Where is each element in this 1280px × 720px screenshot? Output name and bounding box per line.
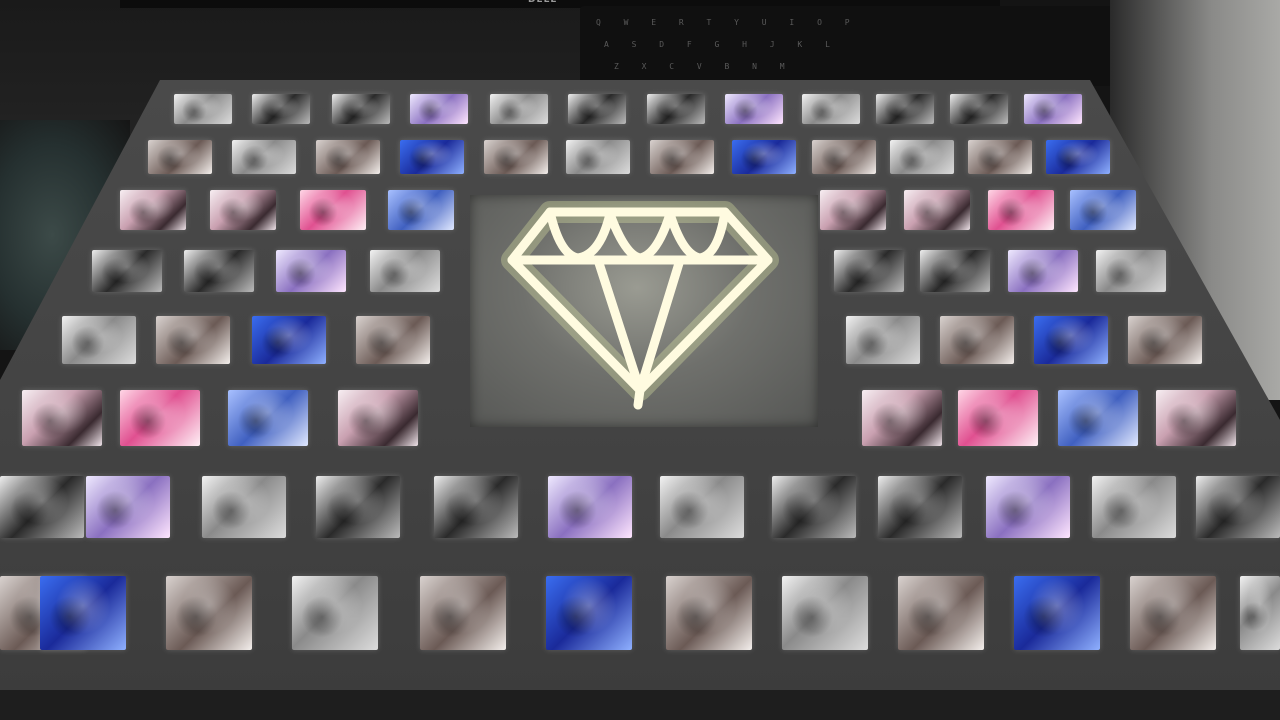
- photo-tile: [958, 390, 1038, 446]
- photo-tile: [228, 390, 308, 446]
- photo-tile: [988, 190, 1054, 230]
- photo-tile: [1096, 250, 1166, 292]
- photo-tile: [904, 190, 970, 230]
- photo-tile: [276, 250, 346, 292]
- photo-tile: [120, 190, 186, 230]
- photo-tile: [1046, 140, 1110, 174]
- photo-tile: [232, 140, 296, 174]
- keyboard: Q W E R T Y U I O P A S D F G H J K L Z …: [580, 6, 1120, 86]
- photo-tile: [1014, 576, 1100, 650]
- photo-tile: [568, 94, 626, 124]
- photo-tile: [338, 390, 418, 446]
- photo-tile: [772, 476, 856, 538]
- photo-tile: [725, 94, 783, 124]
- photo-tile: [92, 250, 162, 292]
- photo-tile: [22, 390, 102, 446]
- photo-tile: [356, 316, 430, 364]
- photo-tile: [410, 94, 468, 124]
- photo-tile: [252, 316, 326, 364]
- photo-tile: [184, 250, 254, 292]
- photo-tile: [148, 140, 212, 174]
- monitor-logo: DELL: [528, 0, 558, 5]
- photo-tile: [1156, 390, 1236, 446]
- photo-tile: [782, 576, 868, 650]
- photo-tile: [202, 476, 286, 538]
- photo-tile: [732, 140, 796, 174]
- photo-tile: [316, 140, 380, 174]
- photo-tile: [940, 316, 1014, 364]
- photo-tile: [420, 576, 506, 650]
- photo-tile: [62, 316, 136, 364]
- photo-tile: [0, 476, 84, 538]
- photo-tile: [890, 140, 954, 174]
- photo-tile: [950, 94, 1008, 124]
- photo-tile: [647, 94, 705, 124]
- photo-tile: [1058, 390, 1138, 446]
- photo-tile: [1034, 316, 1108, 364]
- photo-tile: [846, 316, 920, 364]
- photo-tile: [820, 190, 886, 230]
- photo-tile: [878, 476, 962, 538]
- photo-tile: [898, 576, 984, 650]
- photo-tile: [1128, 316, 1202, 364]
- photo-tile: [666, 576, 752, 650]
- photo-tile: [252, 94, 310, 124]
- photo-tile: [316, 476, 400, 538]
- photo-tile: [1240, 576, 1280, 650]
- board-edge: [0, 690, 1280, 720]
- photo-tile: [876, 94, 934, 124]
- photo-tile: [548, 476, 632, 538]
- photo-tile: [434, 476, 518, 538]
- photo-tile: [86, 476, 170, 538]
- photo-tile: [1130, 576, 1216, 650]
- photo-tile: [174, 94, 232, 124]
- photo-tile: [660, 476, 744, 538]
- photo-tile: [566, 140, 630, 174]
- photo-tile: [986, 476, 1070, 538]
- photo-tile: [210, 190, 276, 230]
- photo-tile: [834, 250, 904, 292]
- photo-tile: [332, 94, 390, 124]
- photo-tile: [292, 576, 378, 650]
- photo-tile: [812, 140, 876, 174]
- photo-tile: [484, 140, 548, 174]
- photo-tile: [1024, 94, 1082, 124]
- photo-tile: [120, 390, 200, 446]
- photo-tile: [1008, 250, 1078, 292]
- photo-tile: [862, 390, 942, 446]
- keyboard-row: A S D F G H J K L: [604, 40, 839, 49]
- photo-tile: [1196, 476, 1280, 538]
- keyboard-row: Z X C V B N M: [614, 62, 794, 71]
- photo-tile: [802, 94, 860, 124]
- photo-tile: [370, 250, 440, 292]
- photo-tile: [920, 250, 990, 292]
- photo-tile: [968, 140, 1032, 174]
- monitor-bezel: [120, 0, 1000, 8]
- photo-tile: [166, 576, 252, 650]
- keyboard-row: Q W E R T Y U I O P: [596, 18, 859, 27]
- photo-tile: [1070, 190, 1136, 230]
- photo-tile: [40, 576, 126, 650]
- photo-tile: [388, 190, 454, 230]
- photo-tile: [650, 140, 714, 174]
- diamond-neon-sign: [501, 201, 779, 410]
- photo-tile: [1092, 476, 1176, 538]
- photo-tile: [300, 190, 366, 230]
- photo-tile: [400, 140, 464, 174]
- photo-tile: [156, 316, 230, 364]
- photo-tile: [490, 94, 548, 124]
- photo-tile: [546, 576, 632, 650]
